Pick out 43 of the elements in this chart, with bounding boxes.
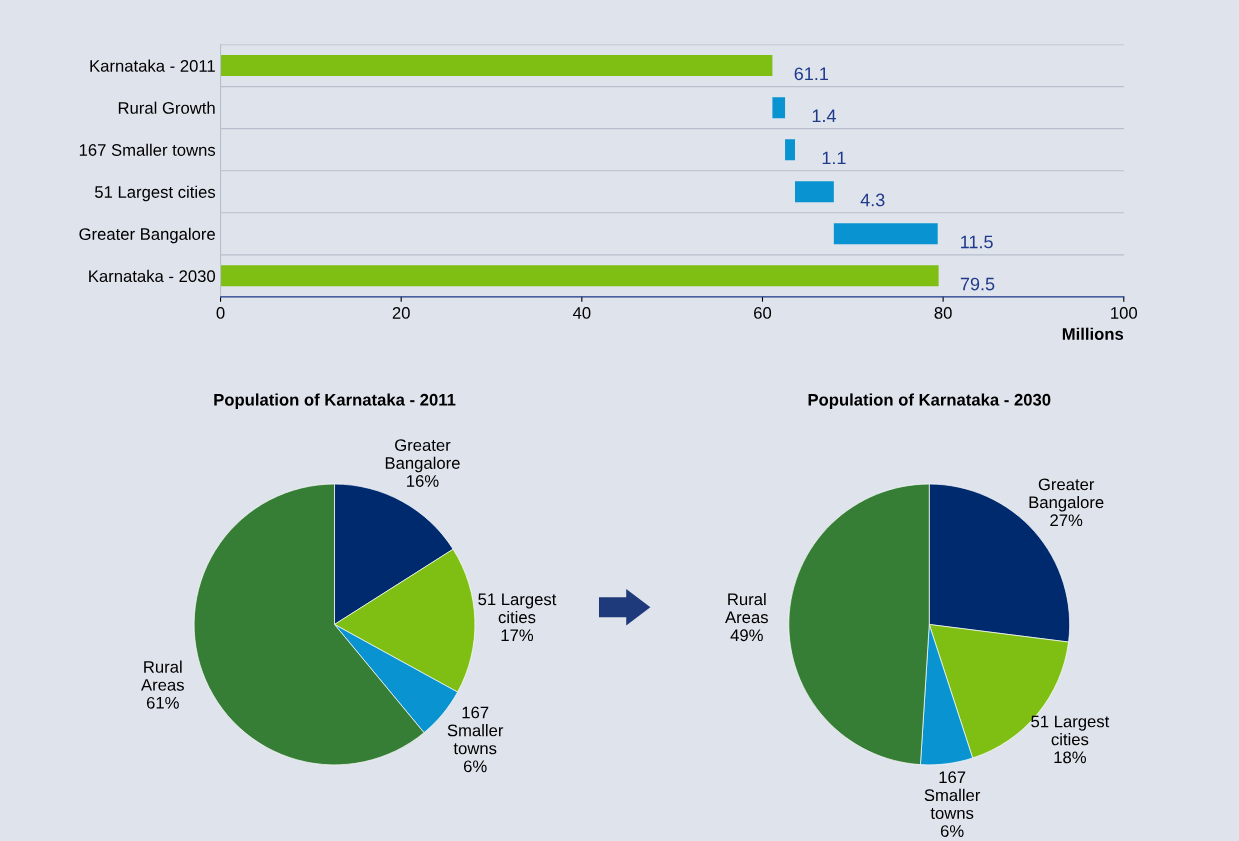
data-label: 27% [1050, 514, 1083, 527]
bar [220, 55, 773, 77]
x-tick-label: 0 [216, 307, 225, 319]
slice-label: 51 Largest cities [478, 593, 557, 624]
data-label: 11.5 [961, 235, 993, 249]
x-tick-label: 100 [1111, 307, 1138, 319]
y-tick-label: 167 Smaller towns [79, 143, 216, 156]
slice-label: Greater Bangalore [385, 439, 460, 473]
data-label: 1.4 [812, 109, 836, 123]
bar [785, 139, 795, 161]
x-tick-label: 60 [754, 307, 772, 319]
slice-label: 51 Largest cities [1031, 715, 1110, 746]
data-label: 6% [463, 760, 487, 773]
x-tick-label: 80 [934, 307, 952, 319]
x-tick-label: 20 [392, 307, 410, 319]
data-label: 79.5 [960, 277, 995, 291]
x-tick-label: 40 [572, 307, 591, 319]
data-label: 49% [730, 629, 763, 642]
chart-title: Population of Karnataka - 2011 [214, 393, 456, 409]
data-label: 61% [146, 696, 179, 709]
data-label: 1.1 [822, 151, 846, 165]
slice-label: Rural Areas [141, 660, 184, 691]
data-label: 61.1 [794, 67, 828, 81]
data-label: 18% [1054, 751, 1086, 764]
y-tick-label: 51 Largest cities [94, 185, 216, 202]
bar [833, 223, 938, 245]
y-tick-label: Karnataka - 2011 [90, 59, 215, 72]
data-label: 6% [940, 825, 964, 837]
slice-label: 167 Smaller towns [924, 771, 981, 820]
chart-title: Population of Karnataka - 2030 [808, 393, 1051, 409]
slice-label: Greater Bangalore [1029, 478, 1104, 512]
slice-label: Rural Areas [725, 593, 768, 624]
data-label: 17% [501, 629, 534, 642]
bar [772, 97, 786, 119]
y-tick-label: Karnataka - 2030 [89, 269, 216, 283]
data-label: 16% [407, 475, 439, 487]
slice-label: 167 Smaller towns [447, 706, 504, 755]
bar [795, 181, 834, 203]
y-tick-label: Greater Bangalore [79, 227, 215, 244]
x-axis-title: Millions [1062, 327, 1124, 340]
bar [220, 265, 939, 287]
data-label: 4.3 [860, 193, 885, 207]
y-tick-label: Rural Growth [118, 101, 215, 114]
